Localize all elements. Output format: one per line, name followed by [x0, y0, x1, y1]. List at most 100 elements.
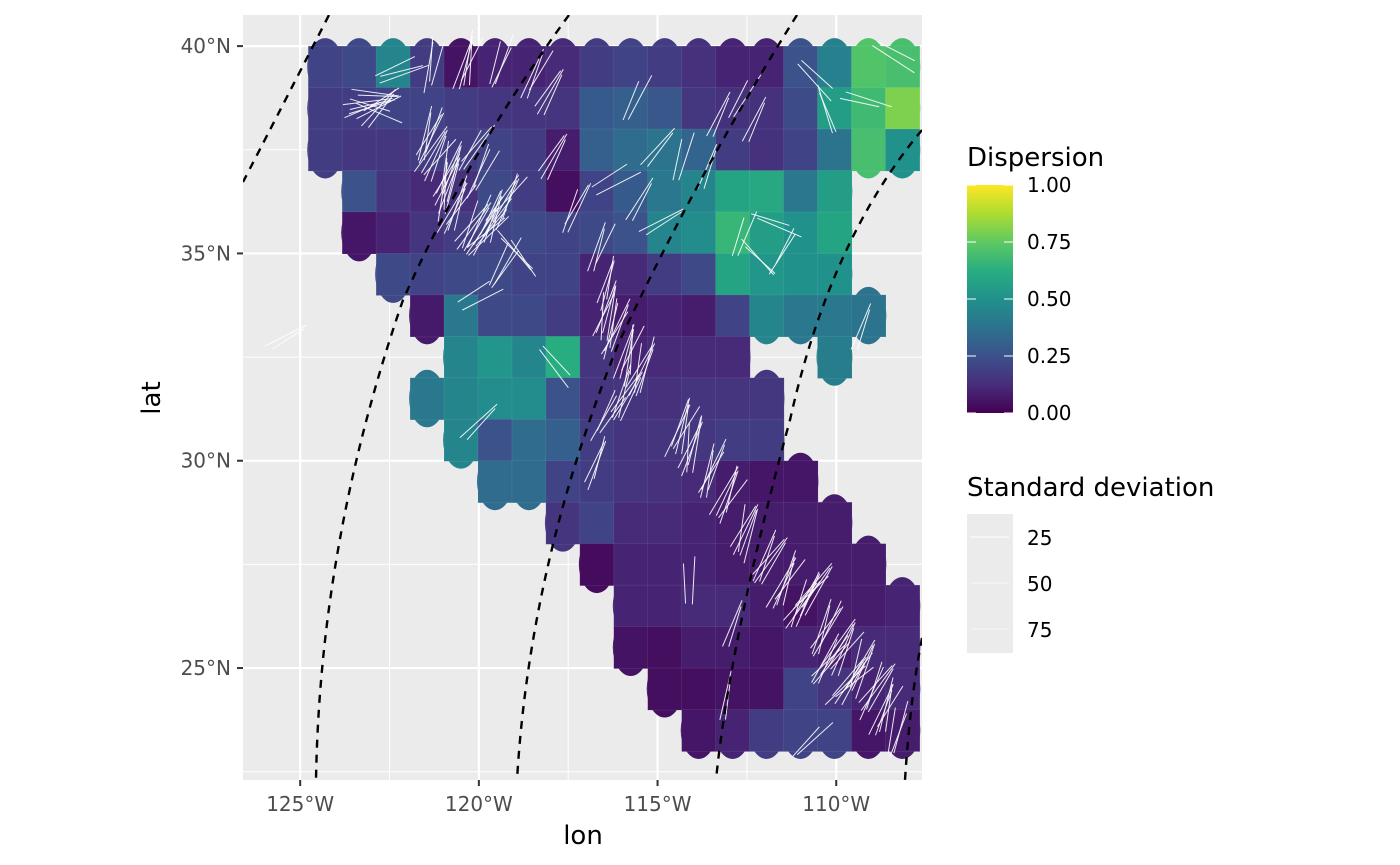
- dispersion-cell: [579, 87, 615, 130]
- orientation-segment: [741, 96, 767, 142]
- orientation-segment: [418, 112, 445, 164]
- dispersion-cell: [613, 460, 649, 504]
- colorbar-label: 0.50: [1027, 287, 1072, 311]
- orientation-segment: [859, 666, 884, 721]
- orientation-segment: [728, 606, 742, 647]
- orientation-segment: [761, 542, 786, 585]
- orientation-segment: [595, 280, 617, 333]
- orientation-segment: [718, 479, 748, 519]
- orientation-segment: [436, 182, 468, 233]
- dispersion-cell: [545, 377, 581, 421]
- orientation-segment: [612, 324, 635, 379]
- dispersion-cell: [885, 45, 921, 89]
- orientation-segment: [625, 344, 654, 388]
- dispersion-cell: [511, 460, 547, 504]
- orientation-segment: [462, 288, 504, 311]
- orientation-segment: [812, 641, 851, 685]
- orientation-segment: [417, 105, 433, 161]
- dispersion-cell: [681, 543, 717, 587]
- orientation-segment: [621, 325, 645, 371]
- orientation-segment: [587, 440, 607, 491]
- dispersion-cell: [783, 460, 819, 504]
- orientation-segment: [804, 566, 833, 616]
- graticule-curve: [515, 15, 799, 780]
- dispersion-cell: [885, 626, 921, 669]
- dispersion-cell: [477, 253, 513, 296]
- dispersion-cell: [579, 45, 615, 89]
- dispersion-cell: [545, 253, 581, 296]
- orientation-segment: [457, 280, 490, 303]
- x-tick-label: 125°W: [266, 792, 334, 816]
- dispersion-cell: [647, 170, 683, 213]
- dispersion-cell: [783, 626, 819, 669]
- y-tick-label: 35°N: [181, 241, 231, 265]
- orientation-segment: [599, 397, 627, 434]
- orientation-segment: [540, 133, 568, 180]
- orientation-segment: [855, 643, 876, 699]
- orientation-segment: [609, 298, 618, 349]
- orientation-segment: [264, 324, 307, 347]
- orientation-segment: [423, 41, 434, 94]
- orientation-segment: [817, 85, 833, 134]
- orientation-segment: [475, 209, 508, 247]
- orientation-segment: [697, 144, 718, 189]
- orientation-segment: [874, 689, 893, 736]
- orientation-segment: [473, 143, 490, 188]
- orientation-segment: [441, 140, 450, 191]
- orientation-segment: [830, 631, 865, 670]
- dispersion-cell: [783, 128, 819, 172]
- dispersion-cell: [681, 667, 717, 711]
- orientation-segment: [867, 668, 894, 713]
- orientation-segment: [494, 34, 514, 85]
- orientation-segment: [731, 217, 745, 257]
- orientation-segment: [677, 423, 702, 469]
- orientation-segment: [672, 406, 701, 450]
- dispersion-cell: [681, 170, 717, 213]
- orientation-segment: [595, 223, 616, 264]
- orientation-segments: [264, 30, 915, 757]
- orientation-segment: [741, 238, 775, 276]
- dispersion-cell: [749, 418, 785, 462]
- dispersion-cell: [783, 501, 819, 545]
- std-legend-label: 50: [1027, 572, 1052, 596]
- orientation-segment: [715, 471, 738, 516]
- orientation-segment: [596, 171, 642, 196]
- orientation-segment: [722, 600, 743, 647]
- orientation-segment: [491, 47, 512, 88]
- orientation-segment: [810, 607, 841, 649]
- dispersion-cell: [783, 211, 819, 255]
- dispersion-cell: [817, 211, 853, 255]
- orientation-segment: [425, 107, 443, 153]
- dispersion-cell: [885, 87, 921, 130]
- orientation-segment: [424, 129, 448, 182]
- dispersion-cell: [409, 170, 445, 213]
- orientation-segment: [638, 208, 684, 233]
- dispersion-cell: [443, 211, 479, 255]
- orientation-segment: [423, 138, 457, 176]
- orientation-segment: [772, 562, 795, 609]
- dispersion-cell: [749, 667, 785, 711]
- orientation-segment: [463, 207, 490, 252]
- dispersion-cell: [749, 45, 785, 89]
- orientation-segment: [420, 131, 446, 174]
- dispersion-cell: [613, 128, 649, 172]
- dispersion-cell: [341, 45, 378, 89]
- dispersion-cell: [647, 253, 683, 296]
- orientation-segment: [456, 202, 492, 250]
- dispersion-cell: [375, 128, 411, 172]
- dispersion-cell: [307, 45, 344, 89]
- dispersion-cell: [545, 336, 581, 379]
- y-tick-label: 25°N: [181, 656, 231, 680]
- orientation-segment: [860, 663, 896, 711]
- x-tick-label: 110°W: [802, 792, 870, 816]
- orientation-segment: [596, 261, 614, 304]
- orientation-segment: [796, 722, 834, 755]
- orientation-segment: [811, 599, 832, 655]
- orientation-segment: [754, 537, 788, 584]
- orientation-segment: [460, 37, 484, 82]
- orientation-segment: [739, 510, 757, 556]
- dispersion-cell: [681, 709, 717, 752]
- dispersion-cell: [817, 709, 853, 752]
- dispersion-cell: [749, 460, 785, 504]
- orientation-segment: [349, 98, 391, 112]
